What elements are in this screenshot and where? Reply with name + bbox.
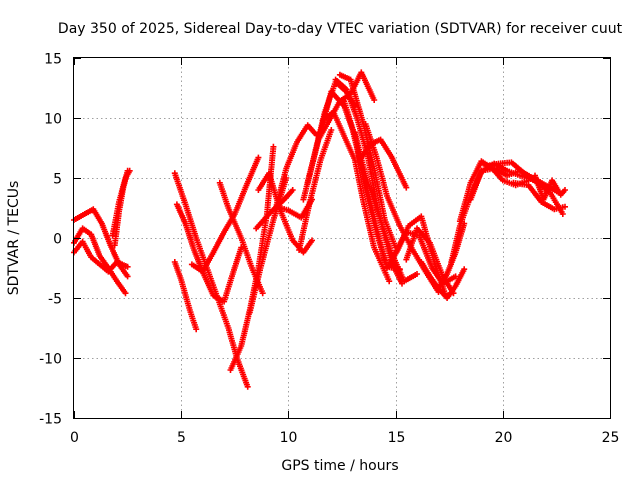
x-tick-label: 0	[70, 430, 79, 446]
x-tick-label: 10	[280, 430, 298, 446]
data-point-markers	[403, 225, 457, 297]
data-point-markers	[510, 179, 568, 213]
y-tick-labels: -15 -10 -5 0 5 10 15	[39, 52, 62, 428]
x-tick-label: 25	[602, 430, 620, 446]
data-point-markers	[319, 109, 393, 285]
data-point-markers	[418, 259, 468, 301]
data-point-markers	[296, 127, 335, 253]
axis-ticks	[74, 58, 611, 419]
data-points	[71, 69, 568, 390]
x-tick-label: 5	[177, 430, 186, 446]
x-tick-labels: 0 5 10 15 20 25	[70, 430, 619, 446]
series-track-30	[403, 225, 457, 297]
y-tick-label: -10	[39, 352, 62, 368]
y-tick-label: -15	[39, 412, 62, 428]
series-track-17	[296, 127, 335, 253]
series-track-21	[319, 109, 393, 285]
data-point-markers	[171, 259, 200, 333]
y-tick-label: 5	[53, 172, 62, 188]
y-axis-label: SDTVAR / TECUs	[6, 181, 22, 296]
series-track-07	[171, 259, 200, 333]
series-track-38	[532, 172, 568, 203]
data-point-markers	[109, 167, 133, 239]
data-point-markers	[173, 201, 245, 305]
series-track-31	[418, 259, 468, 301]
series-track-25	[351, 129, 420, 285]
series-track-15	[272, 122, 320, 213]
series-track-37	[510, 179, 568, 213]
data-point-markers	[532, 172, 568, 203]
series-track-26	[356, 136, 410, 191]
chart-title: Day 350 of 2025, Sidereal Day-to-day VTE…	[58, 21, 623, 37]
y-tick-label: 15	[44, 52, 62, 68]
series-track-08	[173, 201, 245, 305]
plot-frame	[73, 57, 611, 419]
y-tick-label: 10	[44, 112, 62, 128]
data-point-markers	[351, 129, 420, 285]
y-tick-label: 0	[53, 232, 62, 248]
data-point-markers	[356, 136, 410, 191]
y-tick-label: -5	[48, 292, 62, 308]
data-point-markers	[272, 122, 320, 213]
x-tick-label: 15	[388, 430, 406, 446]
x-tick-label: 20	[495, 430, 513, 446]
series-track-05	[109, 167, 133, 239]
x-axis-label: GPS time / hours	[281, 458, 398, 474]
